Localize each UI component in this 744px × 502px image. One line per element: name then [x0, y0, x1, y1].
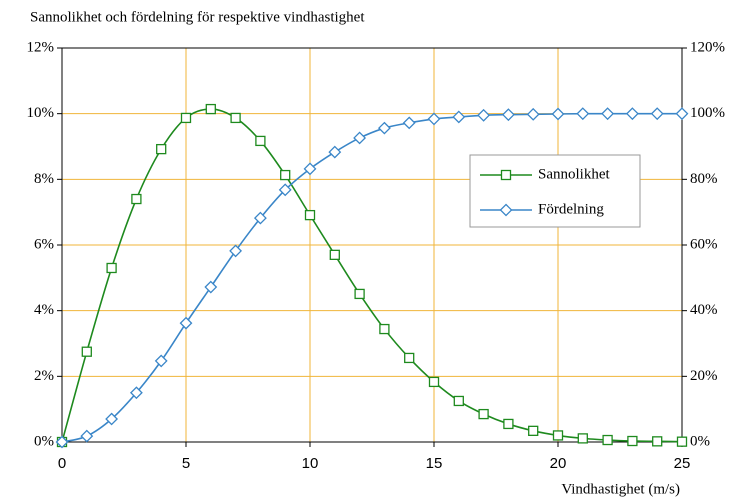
point: [253, 211, 267, 225]
point: [402, 116, 416, 130]
point: [81, 346, 92, 357]
y-tick-label: 6%: [34, 236, 54, 252]
point: [404, 352, 415, 364]
y-tick-label: 0%: [34, 433, 54, 449]
point: [477, 108, 491, 122]
point: [526, 107, 540, 121]
point: [154, 354, 168, 368]
y-tick-label: 4%: [34, 302, 54, 318]
point: [280, 169, 291, 181]
point: [129, 386, 143, 400]
point: [576, 107, 590, 121]
point: [379, 323, 390, 335]
point: [179, 316, 193, 330]
point: [427, 112, 441, 126]
y2-tick-label: 80%: [690, 171, 718, 187]
y2-tick-label: 60%: [690, 236, 718, 252]
point: [503, 418, 514, 430]
point: [229, 244, 243, 258]
y2-tick-label: 120%: [690, 39, 725, 55]
point: [478, 408, 489, 420]
legend-marker: [499, 203, 513, 217]
y2-tick-label: 40%: [690, 302, 718, 318]
point: [106, 262, 117, 274]
y2-tick-label: 20%: [690, 368, 718, 384]
point: [452, 110, 466, 124]
y2-tick-label: 100%: [690, 105, 725, 121]
y2-tick-label: 0%: [690, 433, 710, 449]
x-axis-label: Vindhastighet (m/s): [561, 481, 680, 497]
x-tick-label: 25: [674, 455, 691, 472]
y-tick-label: 10%: [27, 105, 55, 121]
point: [156, 143, 167, 155]
point: [675, 107, 689, 121]
point: [55, 435, 69, 449]
point: [303, 162, 317, 176]
point: [80, 429, 94, 443]
x-tick-label: 15: [426, 455, 443, 472]
point: [180, 112, 192, 124]
y-tick-label: 12%: [27, 39, 55, 55]
point: [131, 193, 142, 205]
point: [601, 107, 615, 121]
point: [278, 183, 292, 197]
legend-box: [469, 154, 641, 228]
point: [650, 107, 664, 121]
point: [205, 103, 216, 115]
x-tick-label: 5: [182, 455, 190, 472]
point: [528, 425, 539, 436]
point: [627, 435, 638, 447]
point: [230, 112, 241, 124]
point: [552, 430, 564, 441]
point: [602, 434, 613, 446]
point: [354, 288, 365, 300]
y-tick-label: 2%: [34, 368, 54, 384]
point: [329, 249, 340, 261]
legend-marker: [500, 169, 512, 181]
point: [501, 108, 515, 122]
chart-title: Sannolikhet och fördelning för respektiv…: [30, 9, 365, 25]
x-tick-label: 0: [58, 455, 66, 472]
point: [105, 412, 119, 426]
point: [551, 107, 565, 121]
point: [652, 436, 663, 447]
legend-label: Sannolikhet: [538, 166, 610, 182]
point: [453, 395, 464, 407]
point: [328, 145, 342, 159]
point: [304, 209, 316, 221]
point: [255, 135, 266, 147]
x-tick-label: 20: [550, 455, 567, 472]
x-tick-label: 10: [302, 455, 319, 472]
point: [676, 436, 688, 447]
point: [353, 131, 367, 145]
point: [428, 376, 440, 388]
plot-frame: [61, 47, 683, 443]
legend-label: Fördelning: [538, 201, 604, 217]
point: [204, 280, 218, 294]
point: [625, 107, 639, 121]
point: [577, 433, 588, 444]
point: [377, 121, 391, 135]
y-tick-label: 8%: [34, 171, 54, 187]
